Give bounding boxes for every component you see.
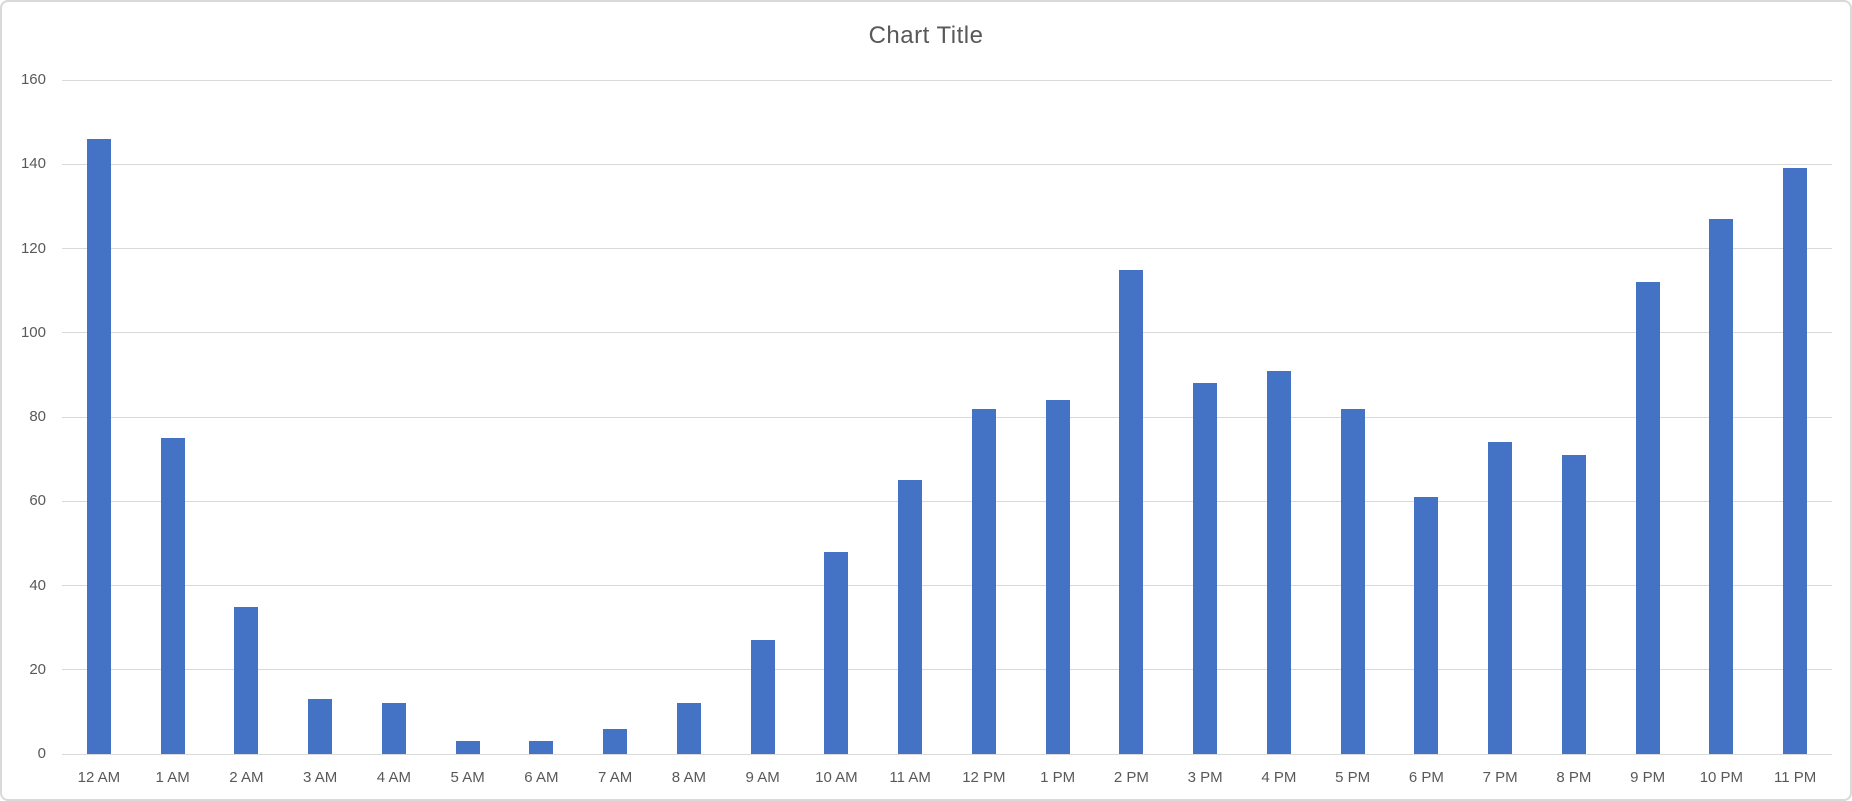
x-axis-tick-label-1-pm: 1 PM [1040, 769, 1076, 786]
bar-1-pm [1045, 400, 1070, 754]
bar-4-pm [1266, 370, 1291, 754]
y-axis-tick-label-160: 160 [20, 71, 46, 88]
bar-12-am [86, 138, 111, 754]
y-axis-tick-label-20: 20 [29, 660, 46, 678]
gridline-y-80 [62, 416, 1832, 418]
x-axis-tick-label-6-am: 6 AM [524, 769, 559, 786]
x-axis-tick-label-2-pm: 2 PM [1113, 769, 1149, 786]
x-axis-tick-label-9-am: 9 AM [745, 769, 780, 786]
bar-3-am [308, 699, 333, 754]
y-axis-tick-label-0: 0 [37, 745, 46, 762]
gridline-y-100 [62, 332, 1832, 334]
gridline-y-20 [62, 669, 1832, 671]
x-axis-tick-label-10-am: 10 AM [815, 769, 858, 786]
x-axis-tick-label-4-am: 4 AM [376, 769, 411, 786]
chart-title: Chart Title [868, 22, 984, 49]
y-axis-tick-label-100: 100 [20, 323, 46, 341]
gridline-y-120 [62, 248, 1832, 249]
x-axis-tick-label-3-am: 3 AM [303, 769, 338, 786]
x-axis-tick-label-11-pm: 11 PM [1774, 769, 1817, 786]
x-axis-tick-label-2-am: 2 AM [229, 769, 264, 786]
bar-6-am [529, 741, 554, 754]
x-axis-tick-label-6-pm: 6 PM [1408, 769, 1444, 786]
x-axis-tick-label-7-am: 7 AM [598, 769, 633, 786]
gridline-y-60 [62, 500, 1832, 502]
bar-12-pm [971, 408, 996, 754]
bar-5-am [455, 741, 480, 754]
x-axis-tick-label-12-am: 12 AM [77, 769, 121, 786]
y-axis-tick-label-120: 120 [20, 239, 46, 257]
y-axis-tick-label-80: 80 [29, 408, 46, 425]
x-axis-tick-label-8-am: 8 AM [671, 769, 706, 786]
bar-9-am [750, 640, 775, 754]
x-axis-tick-label-7-pm: 7 PM [1482, 769, 1518, 786]
bar-6-pm [1414, 497, 1439, 754]
y-axis-tick-label-140: 140 [20, 155, 46, 173]
x-axis-tick-label-4-pm: 4 PM [1261, 769, 1297, 786]
bar-10-am [824, 551, 849, 754]
bar-11-pm [1783, 168, 1808, 754]
bar-2-pm [1119, 269, 1144, 754]
gridline-y-140 [62, 163, 1832, 165]
y-axis-tick-label-40: 40 [29, 576, 46, 594]
bar-2-am [234, 606, 259, 754]
bar-7-pm [1488, 442, 1513, 754]
x-axis-tick-label-9-pm: 9 PM [1630, 769, 1666, 786]
x-axis-tick-label-5-am: 5 AM [450, 769, 485, 786]
x-axis-tick-label-12-pm: 12 PM [962, 769, 1006, 786]
bar-11-am [898, 480, 923, 754]
x-axis-tick-label-1-am: 1 AM [155, 769, 190, 786]
bar-8-am [676, 703, 701, 754]
bar-7-am [603, 728, 628, 754]
x-axis-tick-label-10-pm: 10 PM [1699, 769, 1744, 786]
bar-3-pm [1193, 383, 1218, 754]
gridline-y-160 [62, 79, 1832, 81]
x-axis-tick-label-3-pm: 3 PM [1187, 769, 1223, 786]
bar-10-pm [1709, 219, 1734, 754]
y-axis-tick-label-60: 60 [29, 492, 46, 510]
x-axis-tick-label-8-pm: 8 PM [1556, 769, 1592, 786]
bar-8-pm [1561, 454, 1586, 754]
bar-1-am [160, 438, 185, 754]
x-axis-line [62, 753, 1832, 755]
x-axis-tick-label-11-am: 11 AM [889, 769, 931, 786]
bar-4-am [381, 703, 406, 754]
gridline-y-40 [62, 585, 1832, 586]
bar-5-pm [1340, 408, 1365, 754]
bar-9-pm [1635, 282, 1660, 754]
x-axis-tick-label-5-pm: 5 PM [1335, 769, 1371, 786]
